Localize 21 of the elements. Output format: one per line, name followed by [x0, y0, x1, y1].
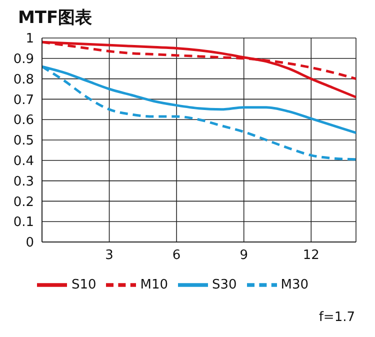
x-tick-label: 9 [240, 248, 248, 264]
y-tick-label: 0.5 [13, 134, 34, 149]
chart-title: MTF图表 [18, 7, 92, 29]
y-tick-label: 0 [26, 236, 34, 251]
y-tick-label: 0.2 [13, 194, 34, 210]
text: f=1.7 [318, 310, 355, 325]
y-tick-label: 0.6 [13, 113, 34, 128]
y-tick-label: 0.8 [13, 72, 34, 88]
legend-label: M30 [280, 278, 309, 293]
legend-label: S30 [212, 278, 237, 293]
legend-label: S10 [71, 278, 96, 293]
x-tick-label: 6 [172, 248, 181, 264]
legend-label: M10 [140, 278, 168, 293]
y-tick-label: 0.4 [13, 154, 34, 170]
y-tick-label: 1 [26, 32, 34, 47]
y-tick-label: 0.7 [13, 92, 34, 108]
x-tick-label: 12 [302, 248, 320, 264]
y-tick-label: 0.9 [13, 52, 34, 68]
y-tick-label: 0.1 [13, 215, 34, 230]
y-tick-label: 0.3 [13, 174, 34, 190]
x-tick-label: 3 [105, 248, 114, 264]
